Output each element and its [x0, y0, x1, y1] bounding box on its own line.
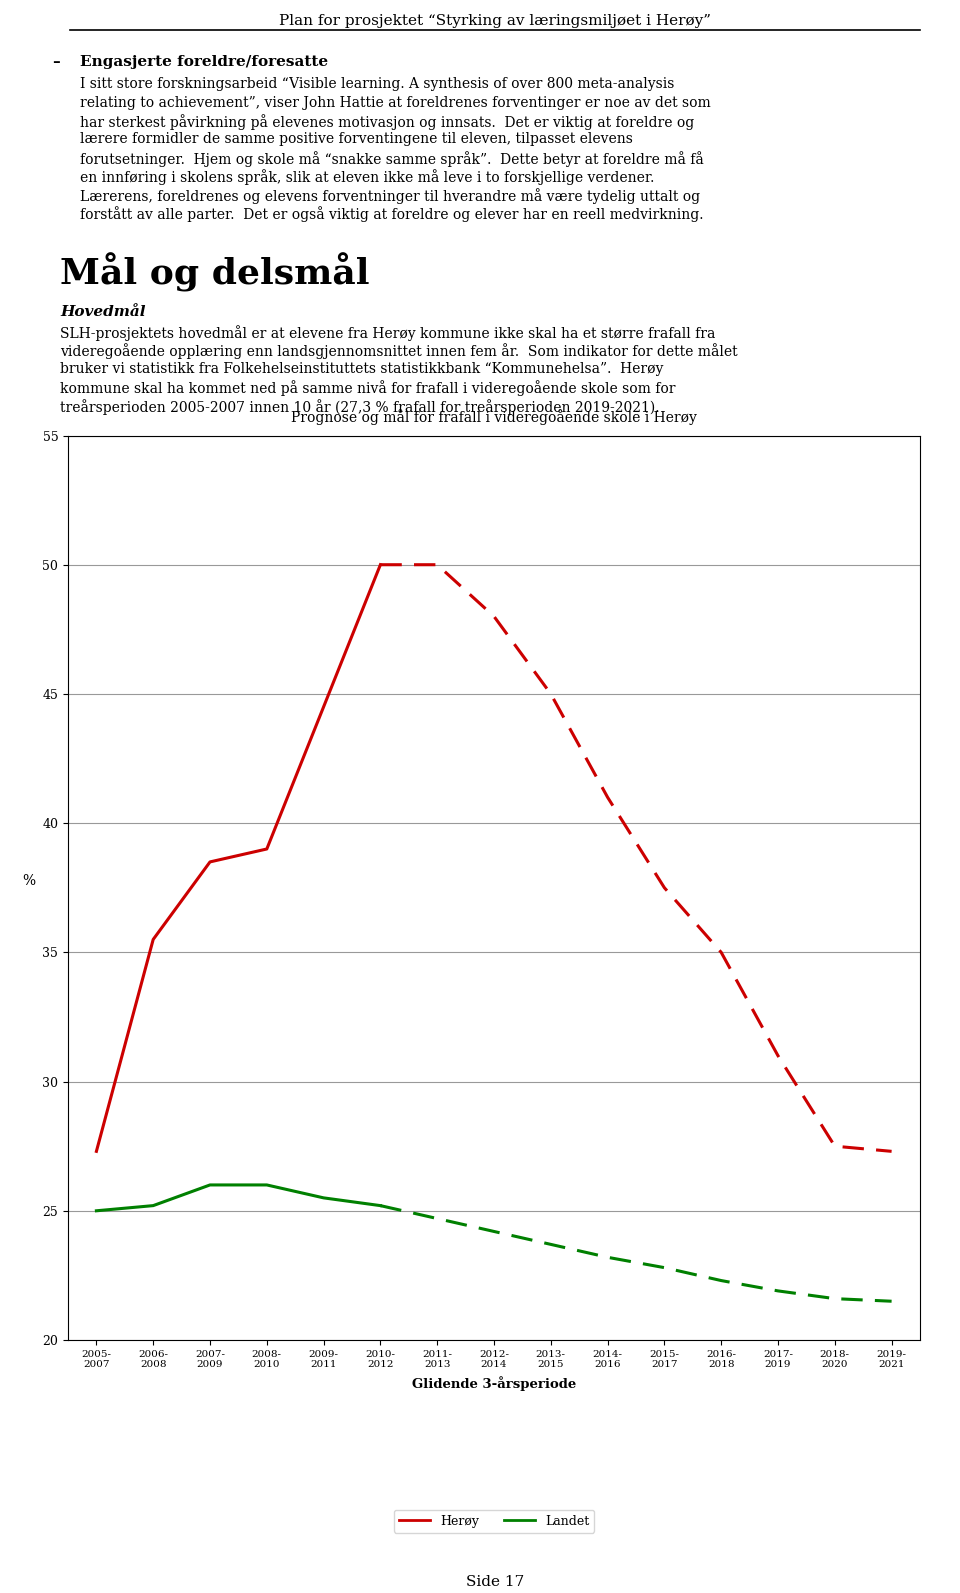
- Y-axis label: %: %: [22, 873, 35, 887]
- Text: forstått av alle parter.  Det er også viktig at foreldre og elever har en reell : forstått av alle parter. Det er også vik…: [80, 207, 704, 223]
- Text: en innføring i skolens språk, slik at eleven ikke må leve i to forskjellige verd: en innføring i skolens språk, slik at el…: [80, 169, 655, 185]
- Text: lærere formidler de samme positive forventingene til eleven, tilpasset elevens: lærere formidler de samme positive forve…: [80, 132, 633, 147]
- Text: SLH-prosjektets hovedmål er at elevene fra Herøy kommune ikke skal ha et større : SLH-prosjektets hovedmål er at elevene f…: [60, 325, 715, 341]
- Text: Side 17: Side 17: [466, 1575, 524, 1588]
- Text: videregoående opplæring enn landsgjennomsnittet innen fem år.  Som indikator for: videregoående opplæring enn landsgjennom…: [60, 344, 737, 360]
- Legend: Herøy, Landet: Herøy, Landet: [394, 1510, 594, 1532]
- Title: Prognose og mål for frafall i videregoående skole i Herøy: Prognose og mål for frafall i videregoåe…: [291, 409, 697, 425]
- Text: Lærerens, foreldrenes og elevens forventninger til hverandre må være tydelig utt: Lærerens, foreldrenes og elevens forvent…: [80, 188, 700, 204]
- X-axis label: Glidende 3-årsperiode: Glidende 3-årsperiode: [412, 1376, 576, 1391]
- Text: I sitt store forskningsarbeid “Visible learning. A synthesis of over 800 meta-an: I sitt store forskningsarbeid “Visible l…: [80, 76, 674, 91]
- Text: –: –: [52, 56, 60, 68]
- Text: kommune skal ha kommet ned på samme nivå for frafall i videregoående skole som f: kommune skal ha kommet ned på samme nivå…: [60, 381, 676, 397]
- Text: forutsetninger.  Hjem og skole må “snakke samme språk”.  Dette betyr at foreldre: forutsetninger. Hjem og skole må “snakke…: [80, 151, 704, 167]
- Text: Engasjerte foreldre/foresatte: Engasjerte foreldre/foresatte: [80, 56, 328, 68]
- Text: bruker vi statistikk fra Folkehelseinstituttets statistikkbank “Kommunehelsa”.  : bruker vi statistikk fra Folkehelseinsti…: [60, 362, 663, 376]
- Text: har sterkest påvirkning på elevenes motivasjon og innsats.  Det er viktig at for: har sterkest påvirkning på elevenes moti…: [80, 115, 694, 131]
- Text: Plan for prosjektet “Styrking av læringsmiljøet i Herøy”: Plan for prosjektet “Styrking av lærings…: [279, 14, 711, 29]
- Text: Hovedmål: Hovedmål: [60, 304, 146, 319]
- Text: treårsperioden 2005-2007 innen 10 år (27,3 % frafall for treårsperioden 2019-202: treårsperioden 2005-2007 innen 10 år (27…: [60, 398, 660, 414]
- Text: relating to achievement”, viser John Hattie at foreldrenes forventinger er noe a: relating to achievement”, viser John Hat…: [80, 96, 710, 110]
- Text: Mål og delsmål: Mål og delsmål: [60, 253, 370, 293]
